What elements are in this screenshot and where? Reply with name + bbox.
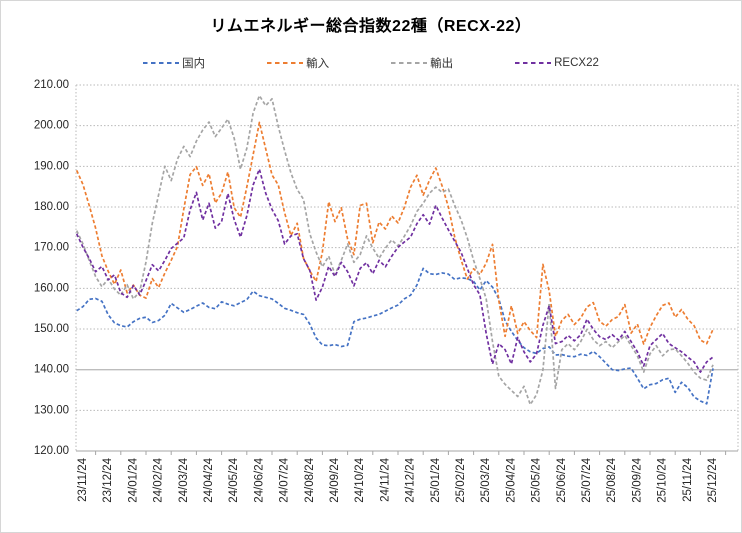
y-axis-label: 150.00 — [34, 323, 69, 335]
x-axis-label: 23/12/24 — [102, 457, 114, 502]
legend-item-輸入: 輸入 — [267, 55, 329, 71]
x-axis-label: 25/06/24 — [556, 457, 568, 502]
x-axis-label: 25/09/24 — [631, 457, 643, 502]
legend-item-RECX22: RECX22 — [515, 57, 599, 69]
x-axis-label: 25/10/24 — [657, 457, 669, 502]
legend: 国内 輸入 輸出 RECX22 — [1, 55, 741, 71]
series-line-輸入 — [75, 121, 714, 345]
x-axis-label: 24/12/24 — [405, 457, 417, 502]
legend-item-国内: 国内 — [143, 55, 205, 71]
x-axis-label: 25/02/24 — [455, 457, 467, 502]
x-axis-label: 25/07/24 — [581, 457, 593, 502]
legend-label: 輸出 — [430, 58, 454, 70]
x-axis-label: 23/11/24 — [77, 457, 89, 502]
x-axis-label: 25/11/24 — [682, 457, 694, 502]
legend-item-輸出: 輸出 — [391, 55, 453, 71]
x-axis-label: 25/12/24 — [707, 457, 719, 502]
x-axis-label: 25/08/24 — [606, 457, 618, 502]
legend-swatch-icon — [267, 62, 304, 64]
y-axis-label: 170.00 — [34, 242, 69, 254]
y-axis-label: 190.00 — [34, 160, 69, 172]
legend-label: 国内 — [182, 58, 206, 70]
x-axis-label: 25/04/24 — [505, 457, 517, 502]
series-line-RECX22 — [75, 168, 714, 373]
legend-label: RECX22 — [554, 57, 599, 69]
x-axis-label: 24/02/24 — [153, 457, 165, 502]
legend-swatch-icon — [391, 62, 428, 64]
x-axis-label: 24/07/24 — [279, 457, 291, 502]
y-axis-label: 210.00 — [34, 79, 69, 91]
chart-title: リムエネルギー総合指数22種（RECX-22） — [210, 18, 532, 35]
legend-label: 輸入 — [306, 58, 330, 70]
x-axis-label: 24/01/24 — [127, 457, 139, 502]
x-axis-label: 24/03/24 — [178, 457, 190, 502]
series-line-輸出 — [75, 94, 714, 406]
x-axis-label: 24/11/24 — [379, 457, 391, 502]
x-axis-label: 24/06/24 — [253, 457, 265, 502]
x-axis-label: 24/08/24 — [304, 457, 316, 502]
x-axis-label: 25/01/24 — [430, 457, 442, 502]
y-axis-label: 160.00 — [34, 282, 69, 294]
y-axis-label: 180.00 — [34, 201, 69, 213]
x-axis-label: 24/10/24 — [354, 457, 366, 502]
x-axis-label: 25/05/24 — [531, 457, 543, 502]
x-axis-label: 24/04/24 — [203, 457, 215, 502]
x-axis-label: 24/05/24 — [228, 457, 240, 502]
x-axis-label: 24/09/24 — [329, 457, 341, 502]
series-line-国内 — [76, 267, 714, 405]
x-axis-label: 25/03/24 — [480, 457, 492, 502]
y-axis-label: 200.00 — [34, 120, 69, 132]
legend-swatch-icon — [515, 62, 552, 64]
y-axis-label: 130.00 — [34, 404, 69, 416]
legend-swatch-icon — [143, 62, 180, 64]
y-axis-label: 120.00 — [34, 445, 69, 457]
y-axis-label: 140.00 — [34, 364, 69, 376]
